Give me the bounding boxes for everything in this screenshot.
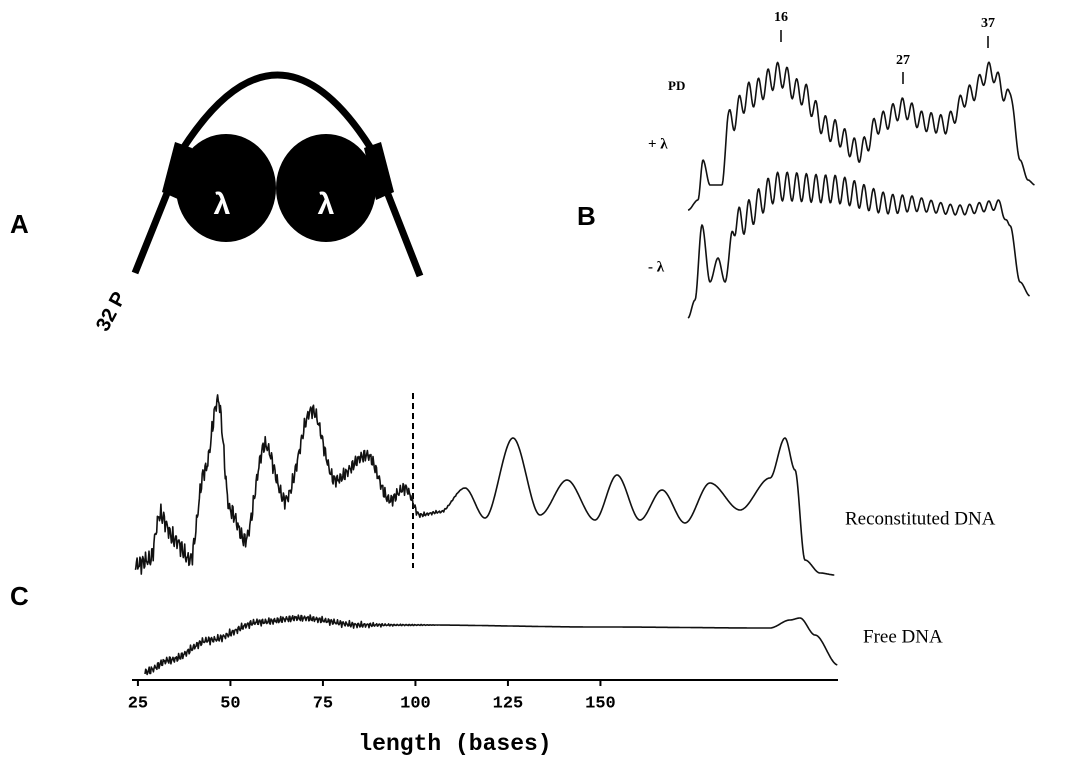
densitometer-trace: [144, 614, 838, 676]
x-tick-label: 100: [400, 694, 431, 713]
trace-label: - λ: [648, 259, 665, 275]
x-tick-label: 150: [585, 694, 616, 713]
isotope-label: 32 P: [92, 288, 131, 335]
bound-segment: [162, 142, 192, 200]
densitometer-trace: [687, 61, 1035, 211]
x-axis-title: length (bases): [358, 731, 551, 757]
x-tick-label: 75: [313, 694, 333, 713]
x-tick-label: 25: [128, 694, 148, 713]
peak-label: 27: [896, 53, 910, 68]
trace-label: PD: [668, 78, 685, 93]
dna-loop: [179, 71, 375, 152]
densitometer-trace: [687, 171, 1030, 319]
trace-label: + λ: [648, 136, 668, 152]
panel-label: A: [10, 209, 29, 239]
bound-segment: [364, 142, 394, 200]
x-tick-label: 125: [493, 694, 524, 713]
peak-label: 37: [981, 16, 995, 31]
x-tick-label: 50: [220, 694, 240, 713]
trace-label: Free DNA: [863, 626, 943, 647]
protein-label: λ: [318, 188, 335, 221]
peak-label: 16: [774, 10, 788, 25]
protein: [176, 134, 276, 242]
protein: [276, 134, 376, 242]
densitometer-trace: [134, 394, 835, 576]
protein-label: λ: [214, 188, 231, 221]
panel-label: C: [10, 581, 29, 611]
panel-label: B: [577, 201, 596, 231]
trace-label: Reconstituted DNA: [845, 508, 996, 529]
